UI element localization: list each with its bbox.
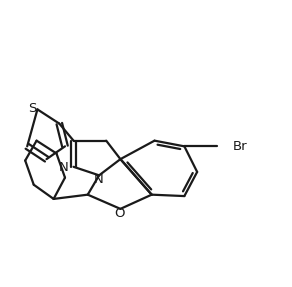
- Text: S: S: [28, 102, 36, 115]
- Text: N: N: [94, 173, 104, 186]
- Text: O: O: [114, 208, 125, 220]
- Text: Br: Br: [233, 140, 247, 153]
- Text: N: N: [59, 161, 68, 174]
